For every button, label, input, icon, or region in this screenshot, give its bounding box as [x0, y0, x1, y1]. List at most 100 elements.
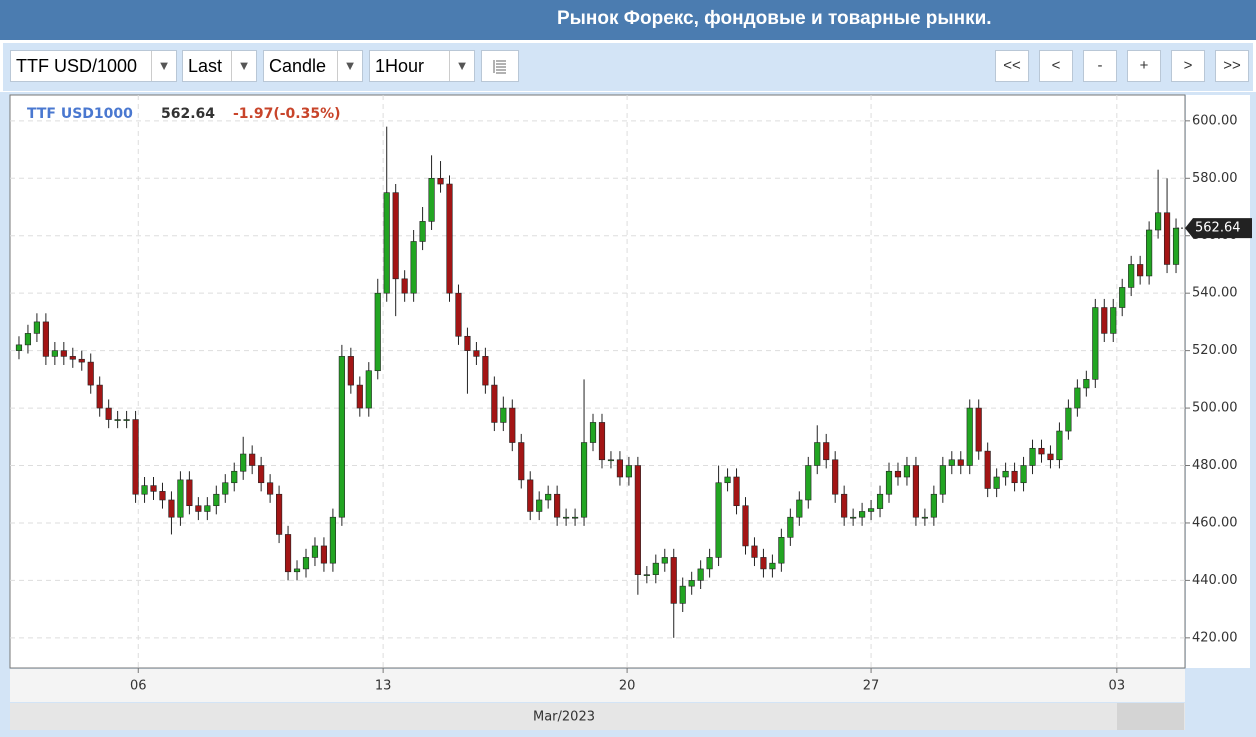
candle-body	[87, 361, 94, 386]
y-tick-label: 580.00	[1192, 171, 1238, 186]
candle-body	[625, 465, 632, 478]
candle-body	[240, 453, 247, 472]
candle-body	[168, 499, 175, 518]
chart-style-select[interactable]: Candle ▼	[263, 50, 363, 82]
x-tick-label: 27	[863, 679, 880, 694]
price-field-select[interactable]: Last ▼	[182, 50, 257, 82]
candle-body	[51, 350, 58, 357]
candle-body	[1083, 379, 1090, 389]
x-tick-label: 06	[130, 679, 147, 694]
candle-body	[536, 499, 543, 512]
candle-body	[634, 465, 641, 575]
candle-body	[320, 545, 328, 564]
candle-body	[571, 516, 579, 519]
candle-body	[401, 278, 408, 294]
candle-body	[509, 407, 516, 443]
candle-body	[482, 356, 489, 386]
candle-body	[78, 358, 85, 363]
candle-body	[1038, 447, 1045, 455]
dropdown-arrow: ▼	[337, 51, 362, 81]
candle-body	[518, 442, 525, 481]
y-tick-label: 460.00	[1192, 515, 1238, 530]
candle-body	[338, 356, 345, 518]
candle-body	[679, 585, 686, 604]
candle-body	[150, 485, 157, 492]
price-field-text: Last	[188, 56, 223, 76]
candle-body	[670, 557, 677, 604]
candle-body	[473, 350, 480, 357]
candle-body	[1163, 212, 1171, 265]
nav-button[interactable]: <<	[995, 50, 1029, 82]
candle-body	[912, 465, 919, 518]
dropdown-arrow: ▼	[231, 51, 256, 81]
candle-body	[841, 493, 848, 518]
candle-body	[697, 568, 704, 581]
candle-body	[1137, 264, 1144, 277]
nav-button[interactable]: -	[1083, 50, 1117, 82]
candle-body	[392, 192, 399, 280]
candle-body	[105, 407, 112, 420]
last-price-label: 562.64	[1195, 221, 1241, 236]
candle-body	[760, 557, 767, 570]
candle-body	[1146, 229, 1153, 277]
candle-body	[993, 476, 1000, 489]
nav-button[interactable]: >>	[1215, 50, 1249, 82]
candle-body	[177, 479, 184, 518]
candle-body	[1047, 453, 1054, 461]
settings-button[interactable]	[481, 50, 519, 82]
interval-select[interactable]: 1Hour ▼	[369, 50, 475, 82]
candle-body	[258, 465, 265, 484]
candle-body	[984, 450, 991, 489]
candle-body	[607, 459, 615, 462]
candle-body	[24, 333, 32, 346]
nav-button[interactable]: >	[1171, 50, 1205, 82]
candle-body	[975, 407, 982, 452]
y-tick-label: 420.00	[1192, 630, 1238, 645]
candle-body	[1092, 307, 1099, 380]
y-tick-label: 480.00	[1192, 458, 1238, 473]
candle-body	[356, 384, 363, 409]
candle-body	[706, 557, 713, 570]
candle-body	[347, 356, 354, 386]
candle-body	[563, 516, 570, 519]
candle-body	[1128, 264, 1135, 288]
candle-body	[1172, 227, 1180, 265]
candle-body	[939, 465, 946, 495]
symbol-select[interactable]: TTF USD/1000 ▼	[10, 50, 177, 82]
legend-change: -1.97(-0.35%)	[233, 106, 341, 122]
candle-body	[284, 534, 292, 573]
candle-body	[1119, 287, 1126, 308]
candle-body	[428, 177, 435, 222]
nav-button[interactable]: <	[1039, 50, 1073, 82]
nav-button[interactable]: +	[1127, 50, 1161, 82]
interval-text: 1Hour	[375, 56, 425, 76]
candle-body	[1002, 470, 1009, 478]
candle-body	[500, 407, 507, 423]
x-axis-label: Mar/2023	[533, 710, 595, 725]
candle-body	[1101, 307, 1108, 334]
x-tick-label: 13	[375, 679, 392, 694]
candle-body	[715, 482, 722, 558]
y-tick-label: 540.00	[1192, 286, 1238, 301]
last-price-tag	[1185, 218, 1252, 239]
x-axis-area	[10, 669, 1185, 702]
legend-last: 562.64	[161, 106, 215, 122]
candle-body	[374, 292, 381, 372]
y-axis-area	[1186, 95, 1250, 668]
candle-body	[688, 580, 695, 587]
candle-body	[742, 505, 749, 547]
candle-body	[814, 442, 821, 466]
candle-body	[464, 335, 471, 351]
candle-body	[616, 459, 624, 478]
candle-body	[293, 568, 301, 573]
candle-body	[805, 465, 812, 501]
candle-body	[598, 422, 606, 461]
candle-body	[410, 241, 417, 294]
y-tick-label: 500.00	[1192, 401, 1238, 416]
candle-body	[652, 562, 659, 575]
candle-body	[778, 537, 785, 564]
scroll-thumb[interactable]	[1117, 703, 1184, 730]
candle-body	[867, 508, 875, 512]
